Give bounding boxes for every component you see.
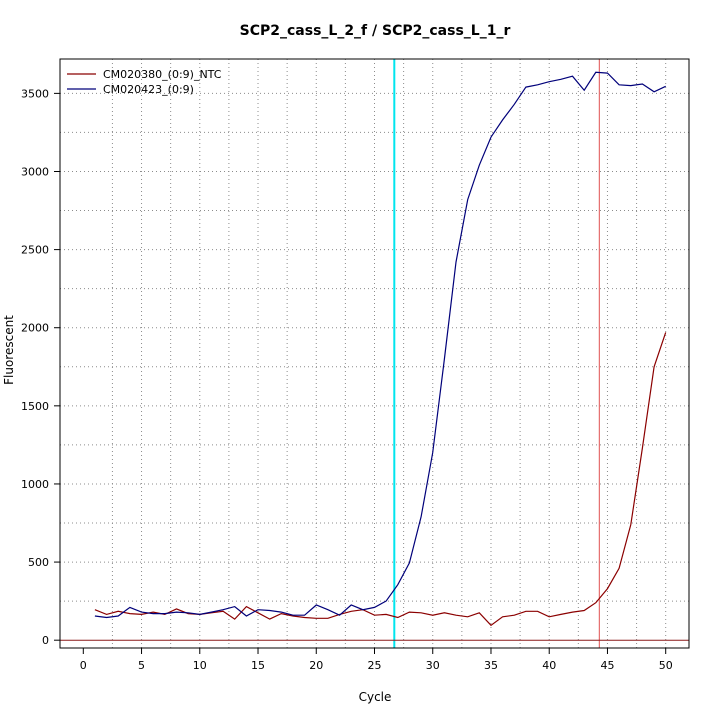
x-tick-label: 5 xyxy=(138,659,145,672)
x-tick-label: 25 xyxy=(368,659,382,672)
x-tick-label: 0 xyxy=(80,659,87,672)
chart-title: SCP2_cass_L_2_f / SCP2_cass_L_1_r xyxy=(240,23,511,39)
legend: CM020380_(0:9)_NTC CM020423_(0:9) xyxy=(67,68,222,96)
y-tick-label: 500 xyxy=(28,556,49,569)
x-tick-label: 45 xyxy=(600,659,614,672)
legend-label-0: CM020380_(0:9)_NTC xyxy=(103,68,222,81)
y-axis-label: Fluorescent xyxy=(2,315,16,385)
series-lines xyxy=(94,71,667,627)
x-tick-label: 10 xyxy=(193,659,207,672)
ct-marker-lines xyxy=(393,59,600,648)
legend-label-1: CM020423_(0:9) xyxy=(103,83,194,96)
y-tick-label: 1000 xyxy=(21,478,49,491)
y-tick-label: 3500 xyxy=(21,87,49,100)
x-tick-label: 20 xyxy=(309,659,323,672)
y-tick-label: 2500 xyxy=(21,244,49,257)
series-line-1 xyxy=(94,71,666,619)
y-tick-label: 1500 xyxy=(21,400,49,413)
y-tick-label: 3000 xyxy=(21,165,49,178)
grid-lines xyxy=(60,59,689,648)
x-tick-label: 35 xyxy=(484,659,498,672)
x-tick-label: 40 xyxy=(542,659,556,672)
x-axis-label: Cycle xyxy=(359,690,392,704)
x-tick-label: 50 xyxy=(659,659,673,672)
x-axis: 0 5 10 15 20 25 30 35 40 45 50 xyxy=(80,647,673,672)
y-tick-label: 0 xyxy=(42,634,49,647)
y-axis: 0 500 1000 1500 2000 2500 3000 3500 xyxy=(21,87,61,647)
x-tick-label: 30 xyxy=(426,659,440,672)
series-line-0 xyxy=(94,332,667,627)
x-tick-label: 15 xyxy=(251,659,265,672)
y-tick-label: 2000 xyxy=(21,322,49,335)
